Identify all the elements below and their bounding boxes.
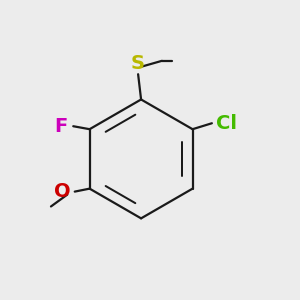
Text: F: F [54,117,67,136]
Text: O: O [54,182,70,201]
Text: S: S [131,54,145,73]
Text: Cl: Cl [216,114,237,133]
